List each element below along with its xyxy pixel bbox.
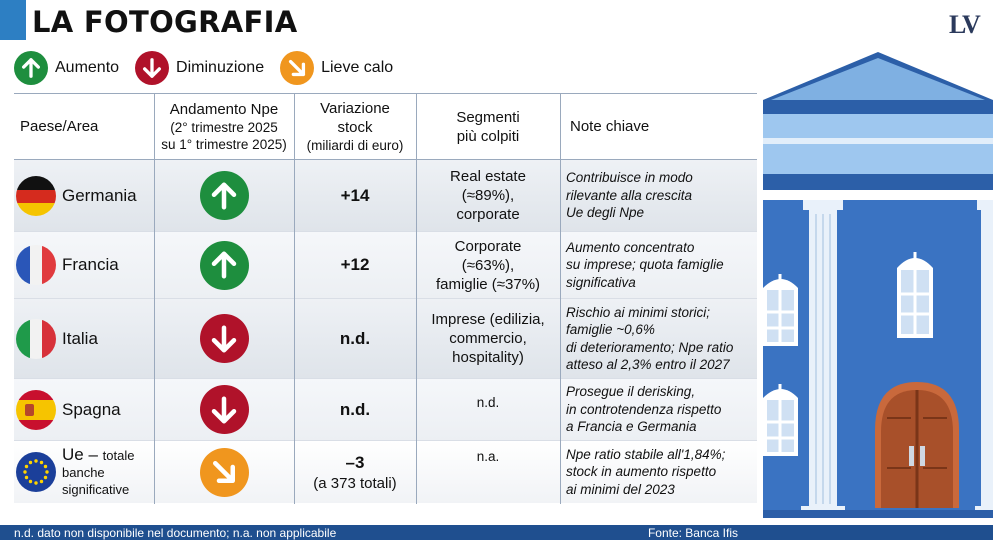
notes-cell: Rischio ai minimi storici; famiglie ~0,6…: [566, 304, 734, 373]
arrow-down-right-icon: [199, 447, 249, 497]
window-icon: [763, 274, 798, 346]
france-flag-icon: [16, 245, 56, 285]
country-name: Spagna: [62, 399, 121, 419]
spain-flag-icon: [16, 389, 56, 430]
variation-value: n.d.: [339, 328, 371, 348]
arrow-up-icon: [199, 171, 249, 220]
arrow-up-icon: [199, 240, 249, 290]
italy-flag-icon: [16, 318, 56, 359]
footer-bar: n.d. dato non disponibile nel documento;…: [0, 525, 993, 540]
segments-cell: n.d.: [476, 395, 500, 410]
column-divider: [294, 93, 295, 504]
legend-label-increase: Aumento: [55, 59, 120, 76]
page-title: LA FOTOGRAFIA: [32, 5, 298, 39]
notes-cell: Prosegue il derisking, in controtendenza…: [566, 384, 722, 435]
npe-table: Paese/Area Andamento Npe (2° trimestre 2…: [14, 93, 757, 503]
notes-cell: Npe ratio stabile all'1,84%; stock in au…: [566, 446, 726, 497]
column-header-variation: Variazione stock (miliardi di euro): [306, 100, 404, 153]
footer-abbreviation-note: n.d. dato non disponibile nel documento;…: [14, 526, 337, 540]
column-header-trend: Andamento Npe (2° trimestre 2025 su 1° t…: [161, 101, 287, 152]
country-name: Italia: [62, 328, 98, 348]
country-name: Ue – totale banche significative: [62, 445, 135, 497]
column-divider: [154, 93, 155, 504]
arrow-down-right-icon: [280, 51, 315, 85]
bank-building-illustration: [763, 38, 993, 518]
variation-value: +14: [340, 185, 370, 205]
arrow-down-icon: [199, 314, 249, 363]
column-header-country: Paese/Area: [20, 118, 99, 135]
segments-cell: Real estate (≈89%), corporate: [450, 168, 526, 223]
column-header-notes: Note chiave: [570, 118, 650, 135]
column-divider: [416, 93, 417, 504]
eu-flag-icon: [16, 452, 56, 492]
variation-value: –3 (a 373 totali): [313, 452, 397, 492]
legend-item-slight-decrease: Lieve calo: [280, 51, 393, 85]
table-header: Paese/Area Andamento Npe (2° trimestre 2…: [14, 93, 757, 160]
legend-label-decrease: Diminuzione: [176, 59, 265, 76]
table-row-france: Francia +12 Corporate (≈63%), famiglie (…: [14, 232, 757, 299]
footer-source: Fonte: Banca Ifis: [647, 526, 738, 540]
segments-cell: Imprese (edilizia, commercio, hospitalit…: [431, 311, 545, 366]
country-name: Francia: [62, 255, 119, 274]
legend-item-decrease: Diminuzione: [135, 51, 264, 85]
column-divider: [560, 93, 561, 504]
legend-label-slight-decrease: Lieve calo: [321, 59, 394, 76]
arrow-down-icon: [199, 385, 249, 434]
publisher-logo: LV: [949, 10, 981, 39]
column-header-segments: Segmenti più colpiti: [456, 108, 520, 145]
variation-value: +12: [340, 255, 370, 274]
table-row-eu: Ue – totale banche significative –3 (a 3…: [14, 441, 757, 503]
germany-flag-icon: [16, 175, 56, 216]
title-accent-bar: [0, 0, 26, 40]
segments-cell: n.a.: [476, 449, 500, 464]
country-name: Germania: [62, 185, 137, 205]
variation-value: n.d.: [339, 399, 371, 419]
segments-cell: Corporate (≈63%), famiglie (≈37%): [435, 237, 541, 293]
arrow-down-icon: [135, 51, 170, 85]
notes-cell: Aumento concentrato su imprese; quota fa…: [566, 239, 724, 290]
legend-item-increase: Aumento: [14, 51, 119, 85]
table-row-spain: Spagna n.d. n.d. Prosegue il derisking, …: [14, 379, 757, 441]
table-row-italy: Italia n.d. Imprese (edilizia, commercio…: [14, 299, 757, 379]
table-row-germany: Germania +14 Real estate (≈89%), corpora…: [14, 160, 757, 232]
legend: Aumento Diminuzione Lieve calo: [14, 51, 409, 85]
notes-cell: Contribuisce in modo rilevante alla cres…: [566, 170, 693, 221]
arrow-up-icon: [14, 51, 48, 85]
